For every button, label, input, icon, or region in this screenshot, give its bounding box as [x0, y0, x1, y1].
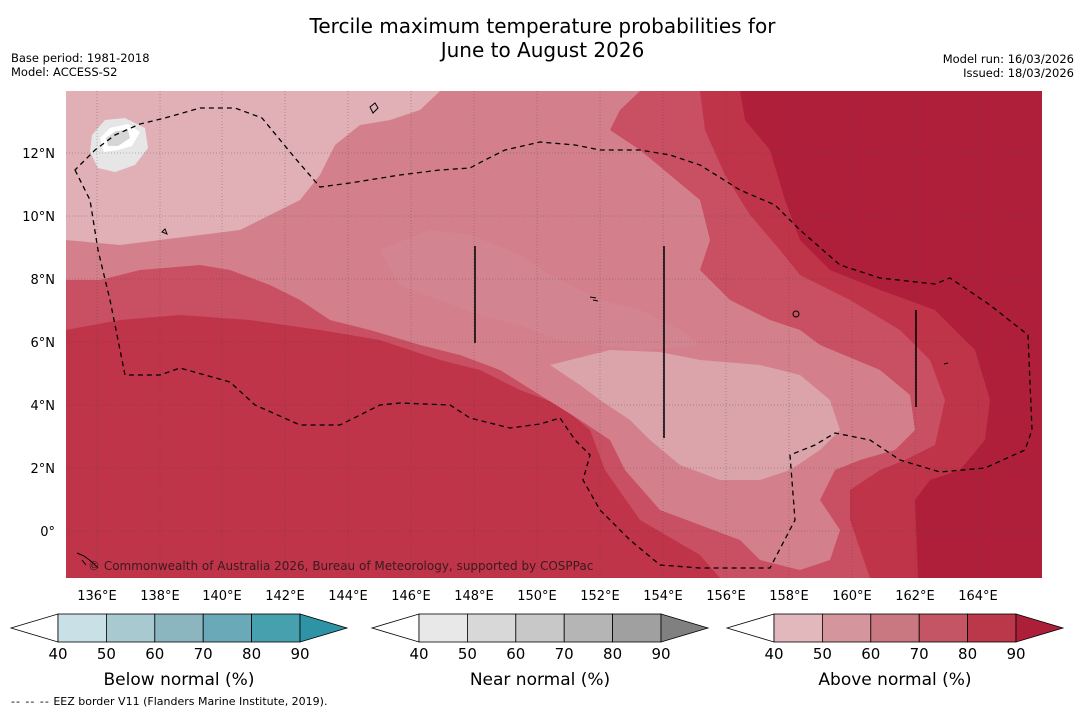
eez-border	[74, 107, 1033, 569]
legend-title: Above normal (%)	[818, 670, 971, 690]
lat-label: 10°N	[22, 210, 55, 225]
legend-tick-label: 50	[813, 645, 832, 663]
legend-swatch	[967, 613, 1017, 643]
legend-tick-label: 60	[506, 645, 525, 663]
copyright-text: © Commonwealth of Australia 2026, Bureau…	[88, 559, 593, 573]
legend-tick-label: 80	[603, 645, 622, 663]
legend-tick-label: 40	[409, 645, 428, 663]
lon-label: 142°E	[265, 589, 305, 604]
band-50-central	[550, 350, 840, 480]
legend-tick-label: 70	[910, 645, 929, 663]
legend-tick-label: 60	[861, 645, 880, 663]
title-line-2: June to August 2026	[440, 38, 645, 62]
lat-label: 4°N	[31, 399, 56, 414]
legend-tick-label: 40	[48, 645, 67, 663]
lon-label: 164°E	[958, 589, 998, 604]
legend-tick-label: 80	[958, 645, 977, 663]
legend-swatch	[870, 613, 920, 643]
lon-label: 148°E	[454, 589, 494, 604]
model-run: Model run: 16/03/2026	[942, 52, 1074, 66]
legend-swatch	[251, 613, 301, 643]
base-period: Base period: 1981-2018	[11, 51, 150, 65]
legend-swatch	[106, 613, 156, 643]
issued-date: Issued: 18/03/2026	[963, 66, 1074, 80]
legend-group: 40 50 60 70 80 90 Below normal (%) 40 50 60 70 80 90…	[9, 613, 1065, 690]
legend-swatch	[418, 613, 468, 643]
lat-label: 0°	[40, 525, 55, 540]
latitude-labels: 12°N 10°N 8°N 6°N 4°N 2°N 0°	[22, 147, 55, 540]
footnote-text: EEZ border V11 (Flanders Marine Institut…	[53, 695, 328, 708]
title-line-1: Tercile maximum temperature probabilitie…	[309, 14, 776, 38]
legend-colorbar: 40 50 60 70 80 90 Below normal (%)	[9, 613, 349, 690]
legend-tick-label: 40	[764, 645, 783, 663]
model-name: Model: ACCESS-S2	[11, 65, 118, 79]
lon-label: 144°E	[328, 589, 368, 604]
legend-swatch	[822, 613, 872, 643]
lat-label: 8°N	[31, 273, 56, 288]
lon-label: 156°E	[706, 589, 746, 604]
legend-swatch	[918, 613, 969, 643]
footnote: -- -- -- EEZ border V11 (Flanders Marine…	[11, 695, 327, 708]
lat-label: 12°N	[22, 147, 55, 162]
lon-label: 146°E	[391, 589, 431, 604]
legend-swatch	[466, 613, 517, 643]
lon-label: 162°E	[895, 589, 935, 604]
legend-tick-label: 90	[1006, 645, 1025, 663]
band-50	[66, 91, 440, 245]
lon-label: 138°E	[140, 589, 180, 604]
near-normal-inner	[106, 130, 130, 146]
legend-swatch	[202, 613, 252, 643]
legend-tick-label: 70	[555, 645, 574, 663]
legend-colorbar: 40 50 60 70 80 90 Above normal (%)	[725, 613, 1065, 690]
legend-swatch	[57, 613, 107, 643]
legend-colorbar: 40 50 60 70 80 90 Near normal (%)	[370, 613, 710, 690]
lon-label: 150°E	[517, 589, 557, 604]
legend-tick-label: 60	[145, 645, 164, 663]
legend-under-triangle	[9, 613, 59, 643]
legend-swatch	[515, 613, 565, 643]
probability-field: © Commonwealth of Australia 2026, Bureau…	[66, 91, 1042, 578]
legend-tick-label: 50	[458, 645, 477, 663]
islands	[76, 102, 949, 569]
legend-over-triangle	[1015, 613, 1065, 643]
meta-left: Base period: 1981-2018 Model: ACCESS-S2	[11, 51, 150, 79]
eez-dash-symbol: -- -- --	[11, 695, 50, 708]
lon-label: 154°E	[643, 589, 683, 604]
band-60-mid	[380, 230, 700, 350]
legend-swatch	[773, 613, 823, 643]
legend-swatch	[154, 613, 204, 643]
legend-tick-label: 90	[651, 645, 670, 663]
lon-label: 158°E	[769, 589, 809, 604]
map-title: Tercile maximum temperature probabilitie…	[0, 14, 1085, 62]
longitude-labels: 136°E 138°E 140°E 142°E 144°E 146°E 148°…	[77, 589, 998, 604]
lon-label: 160°E	[832, 589, 872, 604]
lat-label: 2°N	[31, 462, 56, 477]
legend-tick-label: 80	[242, 645, 261, 663]
legend-over-triangle	[299, 613, 349, 643]
meta-right: Model run: 16/03/2026 Issued: 18/03/2026	[943, 52, 1074, 80]
legend-swatch	[563, 613, 614, 643]
legend-title: Near normal (%)	[470, 670, 610, 690]
legend-under-triangle	[370, 613, 420, 643]
legend-over-triangle	[660, 613, 710, 643]
gridlines	[66, 91, 1042, 578]
legend-swatch	[612, 613, 662, 643]
legend-under-triangle	[725, 613, 775, 643]
legend-tick-label: 70	[194, 645, 213, 663]
lon-label: 140°E	[202, 589, 242, 604]
lon-label: 136°E	[77, 589, 117, 604]
legend-title: Below normal (%)	[104, 670, 255, 690]
legend-tick-label: 50	[97, 645, 116, 663]
lon-label: 152°E	[580, 589, 620, 604]
lat-label: 6°N	[31, 336, 56, 351]
legend-tick-label: 90	[290, 645, 309, 663]
